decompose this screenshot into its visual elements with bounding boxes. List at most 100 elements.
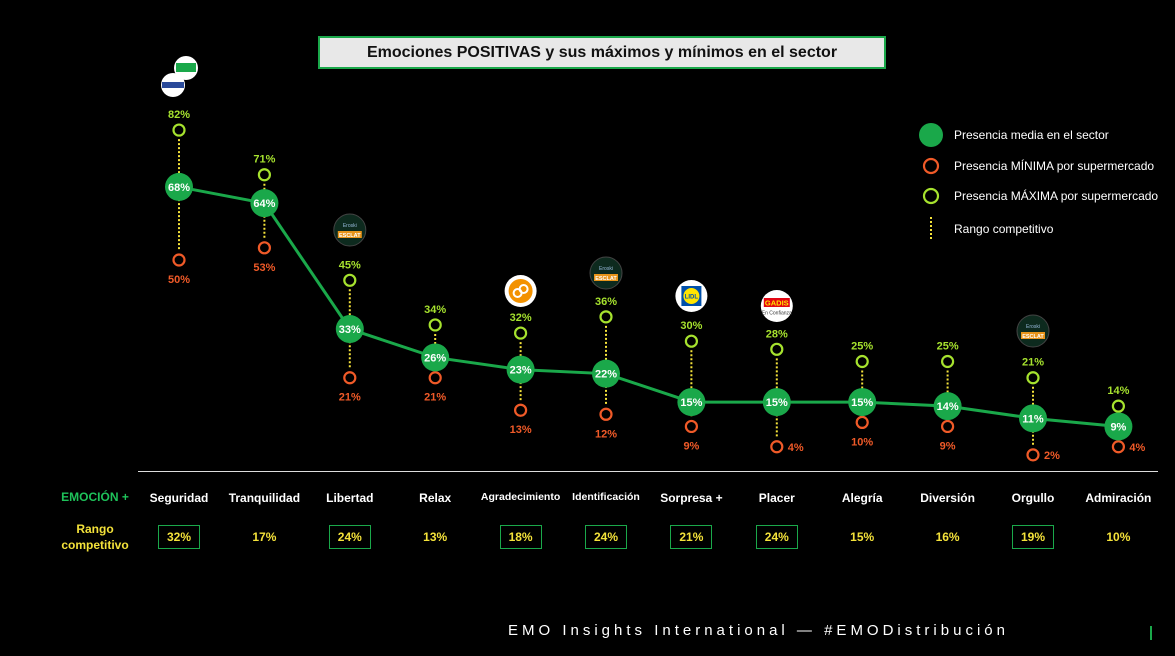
min-label: 50% bbox=[168, 274, 190, 286]
max-label: 28% bbox=[766, 328, 788, 340]
max-point bbox=[257, 168, 271, 182]
eroski-logo-text: ESCLAT bbox=[1022, 334, 1044, 340]
avg-label: 15% bbox=[851, 397, 873, 409]
category-label: Agradecimiento bbox=[480, 491, 561, 503]
eroski-logo-band bbox=[594, 274, 618, 281]
elcorteingles-logo-band bbox=[176, 63, 196, 72]
gadis-logo-subtext: En Confianza bbox=[762, 311, 792, 317]
min-label: 10% bbox=[851, 436, 873, 448]
min-point bbox=[684, 419, 699, 434]
legend-range: Rango competitivo bbox=[918, 216, 1053, 242]
max-label: 14% bbox=[1107, 385, 1129, 397]
legend-range-marker bbox=[930, 217, 932, 241]
supercor-logo-band bbox=[162, 82, 184, 88]
range-value: 24% bbox=[328, 525, 371, 549]
legend-min-marker bbox=[922, 157, 940, 175]
category-label: Libertad bbox=[326, 491, 374, 505]
min-label: 12% bbox=[595, 428, 617, 440]
eroski-logo-text: ESCLAT bbox=[339, 233, 361, 239]
gadis-logo-text: GADIS bbox=[765, 299, 789, 308]
eroski-logo-text: ESCLAT bbox=[595, 276, 617, 282]
gadis-logo-band bbox=[763, 298, 790, 307]
max-point bbox=[1111, 399, 1126, 413]
avg-point bbox=[848, 388, 877, 417]
avg-point bbox=[1019, 404, 1047, 433]
max-label: 32% bbox=[510, 312, 532, 324]
range-value: 15% bbox=[850, 530, 875, 544]
avg-label: 14% bbox=[937, 401, 959, 413]
range-value: 16% bbox=[935, 530, 960, 544]
avg-point bbox=[677, 388, 706, 417]
legend-max-label: Presencia MÁXIMA por supermercado bbox=[954, 189, 1159, 203]
min-label: 53% bbox=[253, 262, 275, 274]
avg-label: 22% bbox=[595, 369, 617, 381]
range-value: 24% bbox=[585, 525, 627, 549]
avg-point bbox=[421, 343, 450, 372]
max-label: 36% bbox=[595, 296, 617, 308]
lidl-logo-text: LIDL bbox=[685, 295, 699, 301]
min-label: 9% bbox=[940, 440, 956, 452]
avg-point bbox=[592, 359, 620, 388]
lidl-logo-yellow bbox=[683, 288, 700, 304]
range-value: 32% bbox=[158, 525, 200, 549]
range-value: 21% bbox=[670, 525, 713, 549]
avg-point bbox=[762, 388, 791, 417]
avg-series-line bbox=[178, 185, 1119, 428]
chart-title: Emociones POSITIVAS y sus máximos y míni… bbox=[318, 36, 886, 69]
eroski-logo-band bbox=[1021, 332, 1045, 339]
avg-point bbox=[250, 189, 279, 218]
min-label: 21% bbox=[339, 392, 361, 404]
legend-range-label: Rango competitivo bbox=[954, 222, 1054, 236]
min-label: 4% bbox=[788, 442, 804, 454]
footer-accent-bar bbox=[1150, 626, 1152, 640]
avg-label: 64% bbox=[253, 198, 275, 210]
max-label: 45% bbox=[339, 259, 361, 271]
legend-min: Presencia MÍNIMA por supermercado bbox=[918, 156, 1154, 176]
eroski-logo-text: Eroski bbox=[343, 223, 357, 229]
max-point bbox=[684, 334, 699, 348]
avg-point bbox=[1104, 412, 1133, 441]
max-point bbox=[770, 342, 784, 356]
avg-label: 9% bbox=[1110, 421, 1126, 433]
category-label: Admiración bbox=[1085, 491, 1152, 505]
max-label: 82% bbox=[168, 109, 190, 121]
footer: EMO Insights International — #EMODistrib… bbox=[508, 622, 1009, 639]
range-value: 17% bbox=[252, 530, 277, 544]
max-label: 34% bbox=[424, 304, 446, 316]
category-label: Alegría bbox=[841, 491, 883, 505]
avg-label: 33% bbox=[339, 324, 361, 336]
row-header-range: Rango competitivo bbox=[61, 522, 129, 552]
eroski-logo bbox=[1016, 314, 1050, 348]
legend-avg: Presencia media en el sector bbox=[918, 122, 1109, 148]
legend-avg-marker bbox=[919, 123, 943, 147]
category-label: Tranquilidad bbox=[228, 491, 301, 505]
min-label: 13% bbox=[510, 424, 532, 436]
min-point bbox=[513, 403, 528, 417]
axis-line bbox=[138, 471, 1158, 472]
min-point bbox=[428, 371, 442, 385]
eroski-logo bbox=[589, 256, 623, 290]
row-header-emotion: EMOCIÓN + bbox=[61, 490, 129, 504]
eroski-logo bbox=[333, 213, 367, 247]
max-point bbox=[172, 123, 186, 137]
avg-point bbox=[506, 355, 535, 384]
avg-label: 26% bbox=[424, 352, 446, 364]
legend-avg-label: Presencia media en el sector bbox=[954, 128, 1109, 142]
category-label: Sorpresa + bbox=[660, 491, 723, 505]
category-label: Relax bbox=[419, 491, 452, 505]
range-value: 18% bbox=[499, 525, 542, 549]
range-value: 13% bbox=[423, 530, 448, 544]
max-label: 21% bbox=[1022, 357, 1044, 369]
max-point bbox=[513, 326, 528, 340]
category-label: Orgullo bbox=[1011, 491, 1055, 505]
max-point bbox=[940, 354, 955, 369]
max-point bbox=[1026, 371, 1040, 385]
avg-point bbox=[165, 172, 193, 201]
category-label: Identificación bbox=[572, 491, 640, 503]
min-point bbox=[855, 415, 869, 429]
min-label: 4% bbox=[1129, 442, 1145, 454]
eroski-logo-band bbox=[337, 231, 362, 238]
category-label: Seguridad bbox=[149, 491, 209, 505]
min-point bbox=[770, 440, 784, 454]
